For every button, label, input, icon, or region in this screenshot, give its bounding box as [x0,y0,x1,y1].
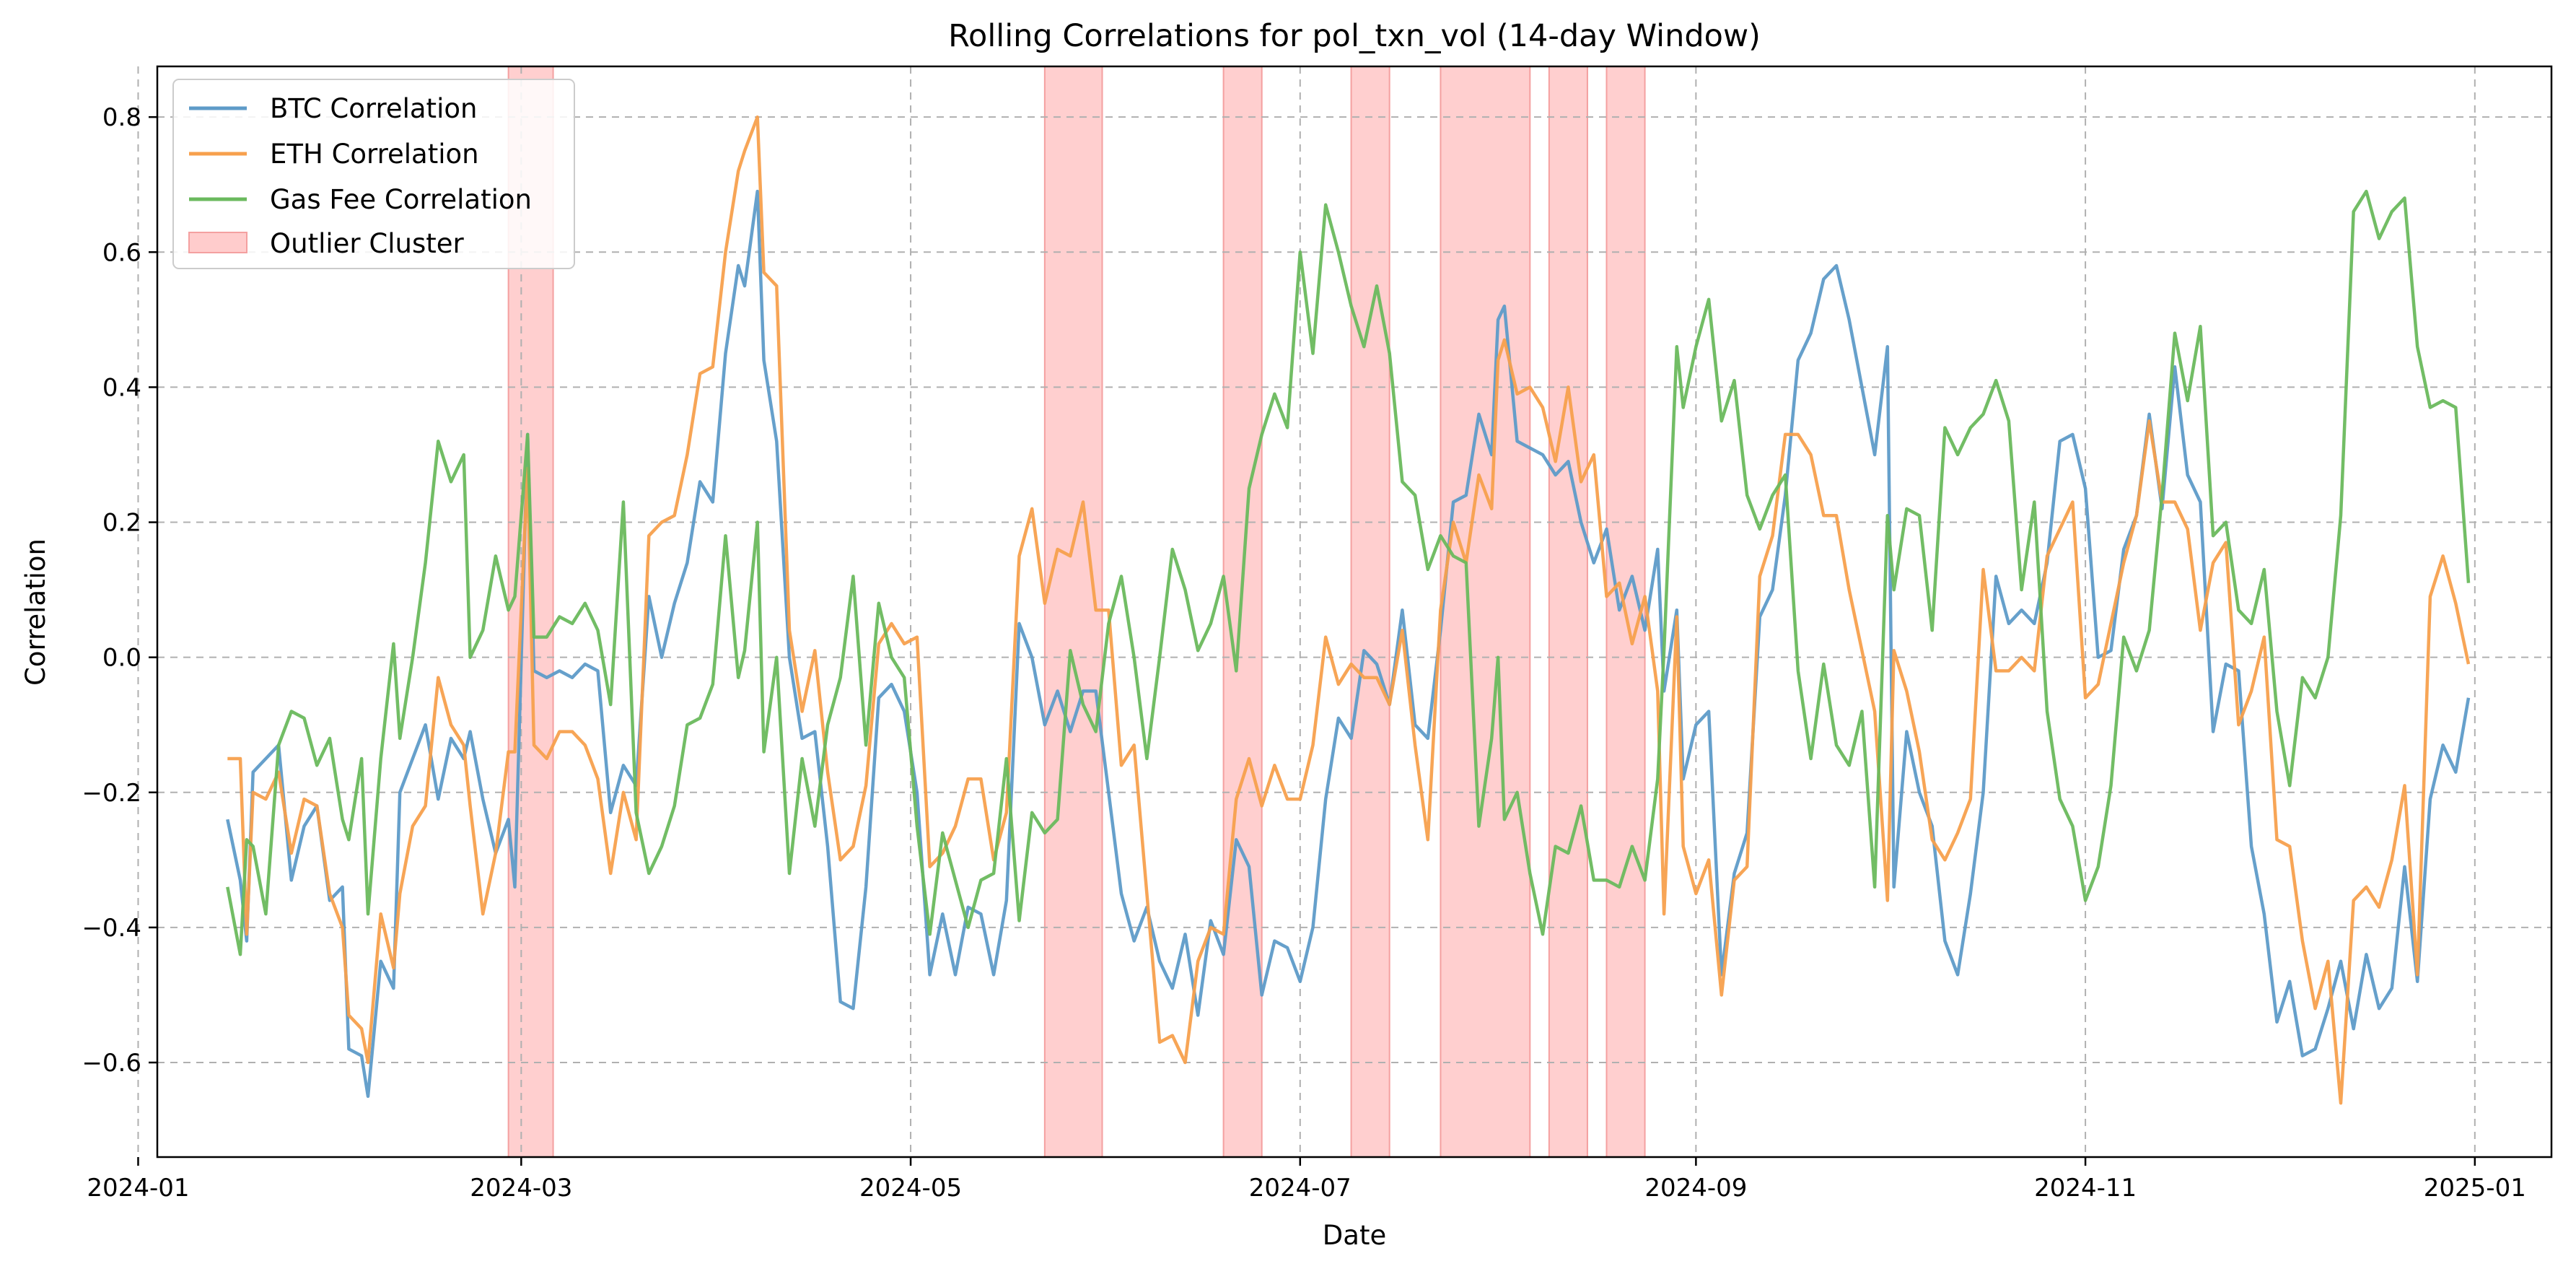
y-tick-label-3: 0.0 [102,644,141,673]
legend-label-gas-fee: Gas Fee Correlation [270,184,532,215]
outlier-cluster-5 [1548,66,1588,1158]
y-tick-label-7: 0.8 [102,103,141,132]
y-axis-ticks: −0.6 −0.4 −0.2 0.0 0.2 0.4 0.6 0.8 [82,103,157,1078]
chart-title: Rolling Correlations for pol_txn_vol (14… [948,18,1761,54]
legend: BTC Correlation ETH Correlation Gas Fee … [172,79,575,269]
x-tick-label-3: 2024-07 [1249,1174,1351,1203]
outlier-cluster-4 [1440,66,1531,1158]
x-axis-label: Date [1323,1220,1386,1251]
y-tick-label-1: −0.4 [82,914,141,943]
legend-swatch-outlier [188,232,247,253]
outlier-cluster-1 [1043,66,1103,1158]
y-tick-label-2: −0.2 [82,779,141,808]
series-line-gas-fee [226,189,2471,956]
x-tick-label-2: 2024-05 [859,1174,962,1203]
y-tick-label-6: 0.6 [102,238,141,267]
legend-label-btc: BTC Correlation [270,93,477,124]
series-line-eth [227,115,2471,1105]
x-tick-label-4: 2024-09 [1644,1174,1747,1203]
grid [137,66,2551,1157]
x-tick-label-6: 2025-01 [2424,1174,2526,1203]
x-tick-label-1: 2024-03 [470,1174,572,1203]
series-line-btc [226,189,2471,1099]
y-tick-label-4: 0.2 [102,509,141,538]
x-tick-label-5: 2024-11 [2034,1174,2137,1203]
series-lines [226,115,2471,1105]
outlier-cluster-3 [1350,66,1390,1158]
plot-frame [156,65,2553,1159]
y-tick-label-0: −0.6 [82,1049,141,1078]
y-axis-label: Correlation [20,538,51,686]
legend-label-outlier: Outlier Cluster [270,228,464,259]
legend-label-eth: ETH Correlation [270,139,479,170]
x-axis-ticks: 2024-01 2024-03 2024-05 2024-07 2024-09 2024-… [87,1157,2526,1203]
x-tick-label-0: 2024-01 [87,1174,189,1203]
legend-box [172,79,575,269]
y-tick-label-5: 0.4 [102,373,141,402]
